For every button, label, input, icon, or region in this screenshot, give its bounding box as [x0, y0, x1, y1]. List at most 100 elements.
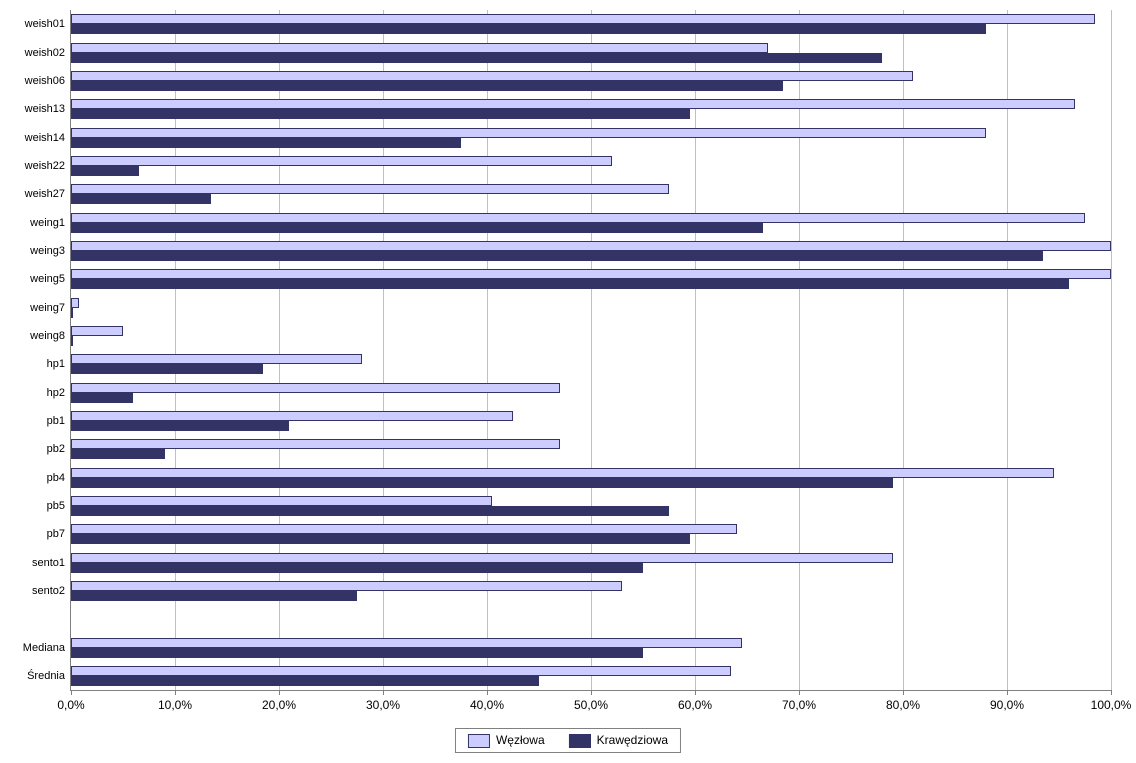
x-tick — [1007, 690, 1008, 695]
bar-wezlowa — [71, 439, 560, 449]
bar-group — [71, 552, 1111, 574]
bar-wezlowa — [71, 184, 669, 194]
bar-group — [71, 155, 1111, 177]
category-label: weing5 — [10, 273, 65, 285]
category-label: weish22 — [10, 160, 65, 172]
bar-krawedziowa — [71, 676, 539, 686]
legend-item-krawedziowa: Krawędziowa — [569, 733, 668, 748]
bar-krawedziowa — [71, 24, 986, 34]
bar-group — [71, 98, 1111, 120]
bar-krawedziowa — [71, 563, 643, 573]
bar-group — [71, 410, 1111, 432]
bar-group — [71, 325, 1111, 347]
x-tick — [487, 690, 488, 695]
category-label: weish02 — [10, 47, 65, 59]
category-label: weish06 — [10, 75, 65, 87]
category-label: pb1 — [10, 415, 65, 427]
bar-krawedziowa — [71, 534, 690, 544]
category-label: Mediana — [10, 642, 65, 654]
x-tick-label: 30,0% — [366, 698, 400, 712]
bar-krawedziowa — [71, 308, 73, 318]
category-label: weing8 — [10, 330, 65, 342]
bar-wezlowa — [71, 269, 1111, 279]
x-tick-label: 40,0% — [470, 698, 504, 712]
bar-group — [71, 212, 1111, 234]
chart-container: 0,0%10,0%20,0%30,0%40,0%50,0%60,0%70,0%8… — [10, 10, 1126, 753]
bar-group — [71, 42, 1111, 64]
category-label: pb4 — [10, 472, 65, 484]
x-tick — [799, 690, 800, 695]
category-label: weish01 — [10, 18, 65, 30]
bar-group — [71, 495, 1111, 517]
bar-wezlowa — [71, 43, 768, 53]
plot-area: 0,0%10,0%20,0%30,0%40,0%50,0%60,0%70,0%8… — [70, 10, 1111, 691]
bar-wezlowa — [71, 156, 612, 166]
bar-krawedziowa — [71, 478, 893, 488]
bar-krawedziowa — [71, 279, 1069, 289]
bar-group — [71, 127, 1111, 149]
bar-wezlowa — [71, 298, 79, 308]
bar-wezlowa — [71, 496, 492, 506]
bar-wezlowa — [71, 326, 123, 336]
category-label: Średnia — [10, 670, 65, 682]
x-tick-label: 50,0% — [574, 698, 608, 712]
bar-wezlowa — [71, 383, 560, 393]
bar-group — [71, 183, 1111, 205]
bar-group — [71, 467, 1111, 489]
category-label: weing1 — [10, 217, 65, 229]
category-label: pb7 — [10, 528, 65, 540]
bar-krawedziowa — [71, 506, 669, 516]
bar-wezlowa — [71, 411, 513, 421]
category-label: sento2 — [10, 585, 65, 597]
bar-krawedziowa — [71, 223, 763, 233]
legend-label-wezlowa: Węzłowa — [496, 733, 545, 747]
category-label: weish13 — [10, 103, 65, 115]
x-tick — [71, 690, 72, 695]
category-label: sento1 — [10, 557, 65, 569]
x-tick-label: 70,0% — [782, 698, 816, 712]
x-tick-label: 0,0% — [57, 698, 84, 712]
bar-krawedziowa — [71, 81, 783, 91]
category-label: hp2 — [10, 387, 65, 399]
bar-wezlowa — [71, 638, 742, 648]
legend-swatch-krawedziowa — [569, 734, 591, 748]
bar-group — [71, 438, 1111, 460]
bar-krawedziowa — [71, 166, 139, 176]
bar-wezlowa — [71, 213, 1085, 223]
bar-wezlowa — [71, 666, 731, 676]
legend-item-wezlowa: Węzłowa — [468, 733, 545, 748]
bar-krawedziowa — [71, 449, 165, 459]
bar-wezlowa — [71, 468, 1054, 478]
bar-krawedziowa — [71, 251, 1043, 261]
category-label: weing3 — [10, 245, 65, 257]
bar-krawedziowa — [71, 194, 211, 204]
bar-group — [71, 665, 1111, 687]
legend-swatch-wezlowa — [468, 734, 490, 748]
x-tick — [903, 690, 904, 695]
legend-label-krawedziowa: Krawędziowa — [597, 733, 668, 747]
x-tick-label: 10,0% — [158, 698, 192, 712]
bar-krawedziowa — [71, 421, 289, 431]
x-tick — [175, 690, 176, 695]
bar-wezlowa — [71, 14, 1095, 24]
bar-wezlowa — [71, 553, 893, 563]
bar-group — [71, 240, 1111, 262]
x-tick-label: 60,0% — [678, 698, 712, 712]
category-label: pb2 — [10, 443, 65, 455]
bar-wezlowa — [71, 128, 986, 138]
gridline — [1111, 10, 1112, 690]
bar-group — [71, 353, 1111, 375]
bar-group — [71, 637, 1111, 659]
x-tick — [591, 690, 592, 695]
x-tick — [279, 690, 280, 695]
bar-group — [71, 580, 1111, 602]
bar-group — [71, 268, 1111, 290]
bar-krawedziowa — [71, 138, 461, 148]
x-tick — [1111, 690, 1112, 695]
bar-krawedziowa — [71, 364, 263, 374]
bar-wezlowa — [71, 99, 1075, 109]
bar-wezlowa — [71, 241, 1111, 251]
bar-krawedziowa — [71, 109, 690, 119]
bar-group — [71, 523, 1111, 545]
bar-krawedziowa — [71, 648, 643, 658]
